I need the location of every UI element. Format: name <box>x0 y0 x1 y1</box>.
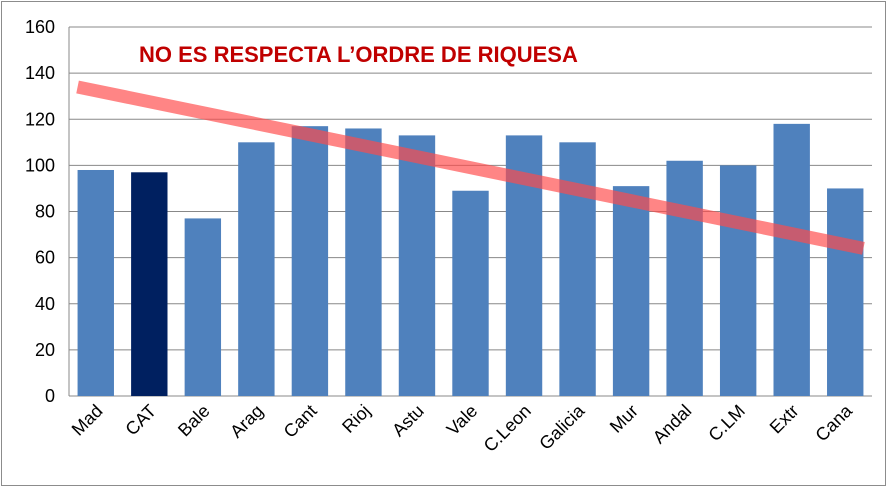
x-tick-label: CAT <box>121 401 160 440</box>
bar-astu <box>398 135 436 397</box>
y-tick-label: 60 <box>35 248 55 268</box>
y-tick-label: 20 <box>35 340 55 360</box>
x-tick-label: Bale <box>174 401 214 441</box>
x-tick-label: Cana <box>811 400 856 445</box>
bar-c-lm <box>719 165 757 396</box>
bar-arag <box>238 142 275 396</box>
x-tick-label: Arag <box>226 401 267 442</box>
bar-rioj <box>345 128 382 396</box>
bar-extr <box>773 123 810 397</box>
bar-cana <box>827 188 864 396</box>
y-axis-tick-labels: 0 20 40 60 80 100 120 140 160 <box>25 17 55 406</box>
x-tick-label: Cant <box>280 401 321 442</box>
y-tick-label: 140 <box>25 63 55 83</box>
bars <box>77 123 864 397</box>
bar-vale <box>452 190 489 396</box>
bar-andal <box>666 160 703 396</box>
trend-line-stroke <box>76 80 865 255</box>
x-tick-label: Mad <box>68 401 107 440</box>
x-tick-label: C.Leon <box>480 401 535 456</box>
bar-bale <box>184 218 222 396</box>
y-tick-label: 100 <box>25 155 55 175</box>
y-tick-label: 0 <box>45 386 55 406</box>
bar-mad <box>77 169 114 396</box>
x-tick-label: Mur <box>606 401 642 437</box>
y-tick-label: 120 <box>25 109 55 129</box>
x-tick-label: Rioj <box>338 401 374 437</box>
annotation-text: NO ES RESPECTA L’ORDRE DE RIQUESA <box>139 42 578 67</box>
y-tick-label: 80 <box>35 202 55 222</box>
trend-line <box>76 80 865 255</box>
y-tick-label: 160 <box>25 17 55 37</box>
y-tick-label: 40 <box>35 294 55 314</box>
bar-galicia <box>559 142 596 396</box>
bar-cant <box>291 126 329 396</box>
bar-mur <box>612 186 650 396</box>
x-tick-label: Astu <box>388 401 428 441</box>
x-tick-label: Galicia <box>535 400 589 454</box>
x-tick-label: Extr <box>766 401 803 438</box>
x-tick-label: Andal <box>649 401 696 448</box>
x-tick-label: Vale <box>443 401 482 440</box>
x-tick-label: C.LM <box>704 401 749 446</box>
bar-cat <box>131 172 168 396</box>
